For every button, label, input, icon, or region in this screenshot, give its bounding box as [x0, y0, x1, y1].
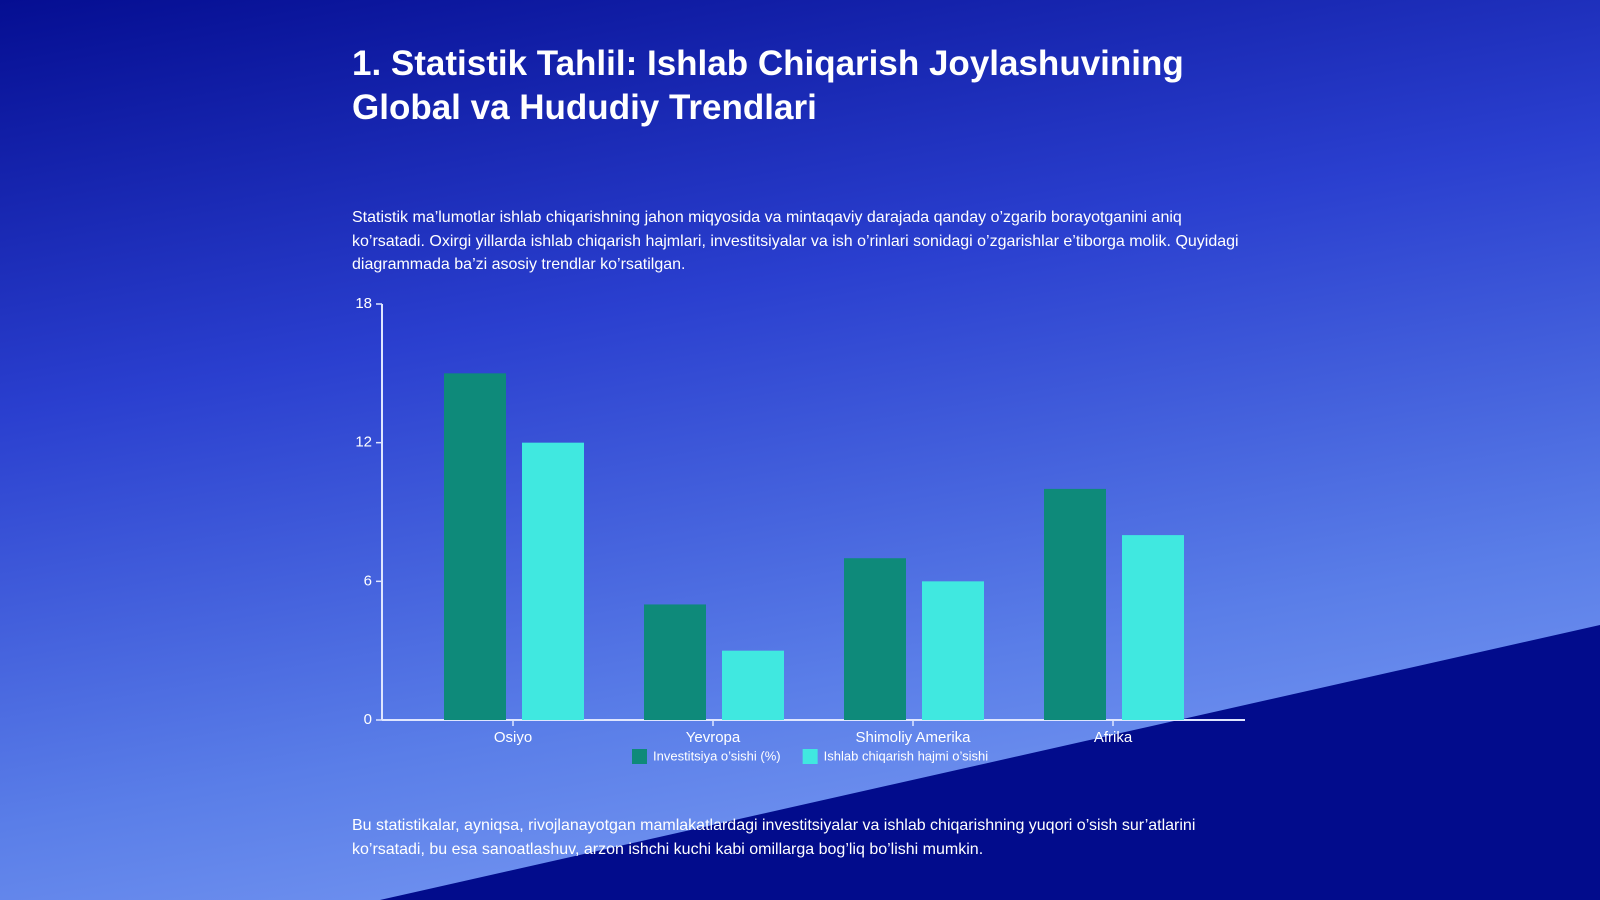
footer-text: Bu statistikalar, ayniqsa, rivojlanayotg…	[352, 817, 1196, 858]
legend-swatch	[632, 749, 647, 764]
y-tick-label: 12	[355, 434, 372, 451]
bar	[722, 650, 784, 720]
y-tick-label: 6	[364, 572, 372, 589]
x-tick-label: Afrika	[1094, 729, 1133, 746]
x-tick-label: Yevropa	[686, 729, 741, 746]
bar	[922, 581, 984, 720]
bar	[1044, 488, 1106, 720]
y-tick-label: 18	[355, 295, 372, 312]
decor-shape	[380, 625, 1600, 900]
legend-label: Ishlab chiqarish hajmi o’sishi	[824, 748, 989, 763]
bar	[444, 373, 506, 720]
bar	[644, 604, 706, 720]
bar	[1122, 535, 1184, 720]
legend-label: Investitsiya o’sishi (%)	[653, 748, 781, 763]
intro-text: Statistik ma’lumotlar ishlab chiqarishni…	[352, 209, 1239, 273]
bar	[844, 558, 906, 720]
legend-swatch	[802, 749, 818, 764]
y-tick-label: 0	[364, 711, 372, 728]
slide-title: 1. Statistik Tahlil: Ishlab Chiqarish Jo…	[352, 44, 1184, 127]
x-tick-label: Shimoliy Amerika	[855, 729, 971, 746]
bar	[522, 442, 584, 720]
x-tick-label: Osiyo	[494, 729, 532, 746]
